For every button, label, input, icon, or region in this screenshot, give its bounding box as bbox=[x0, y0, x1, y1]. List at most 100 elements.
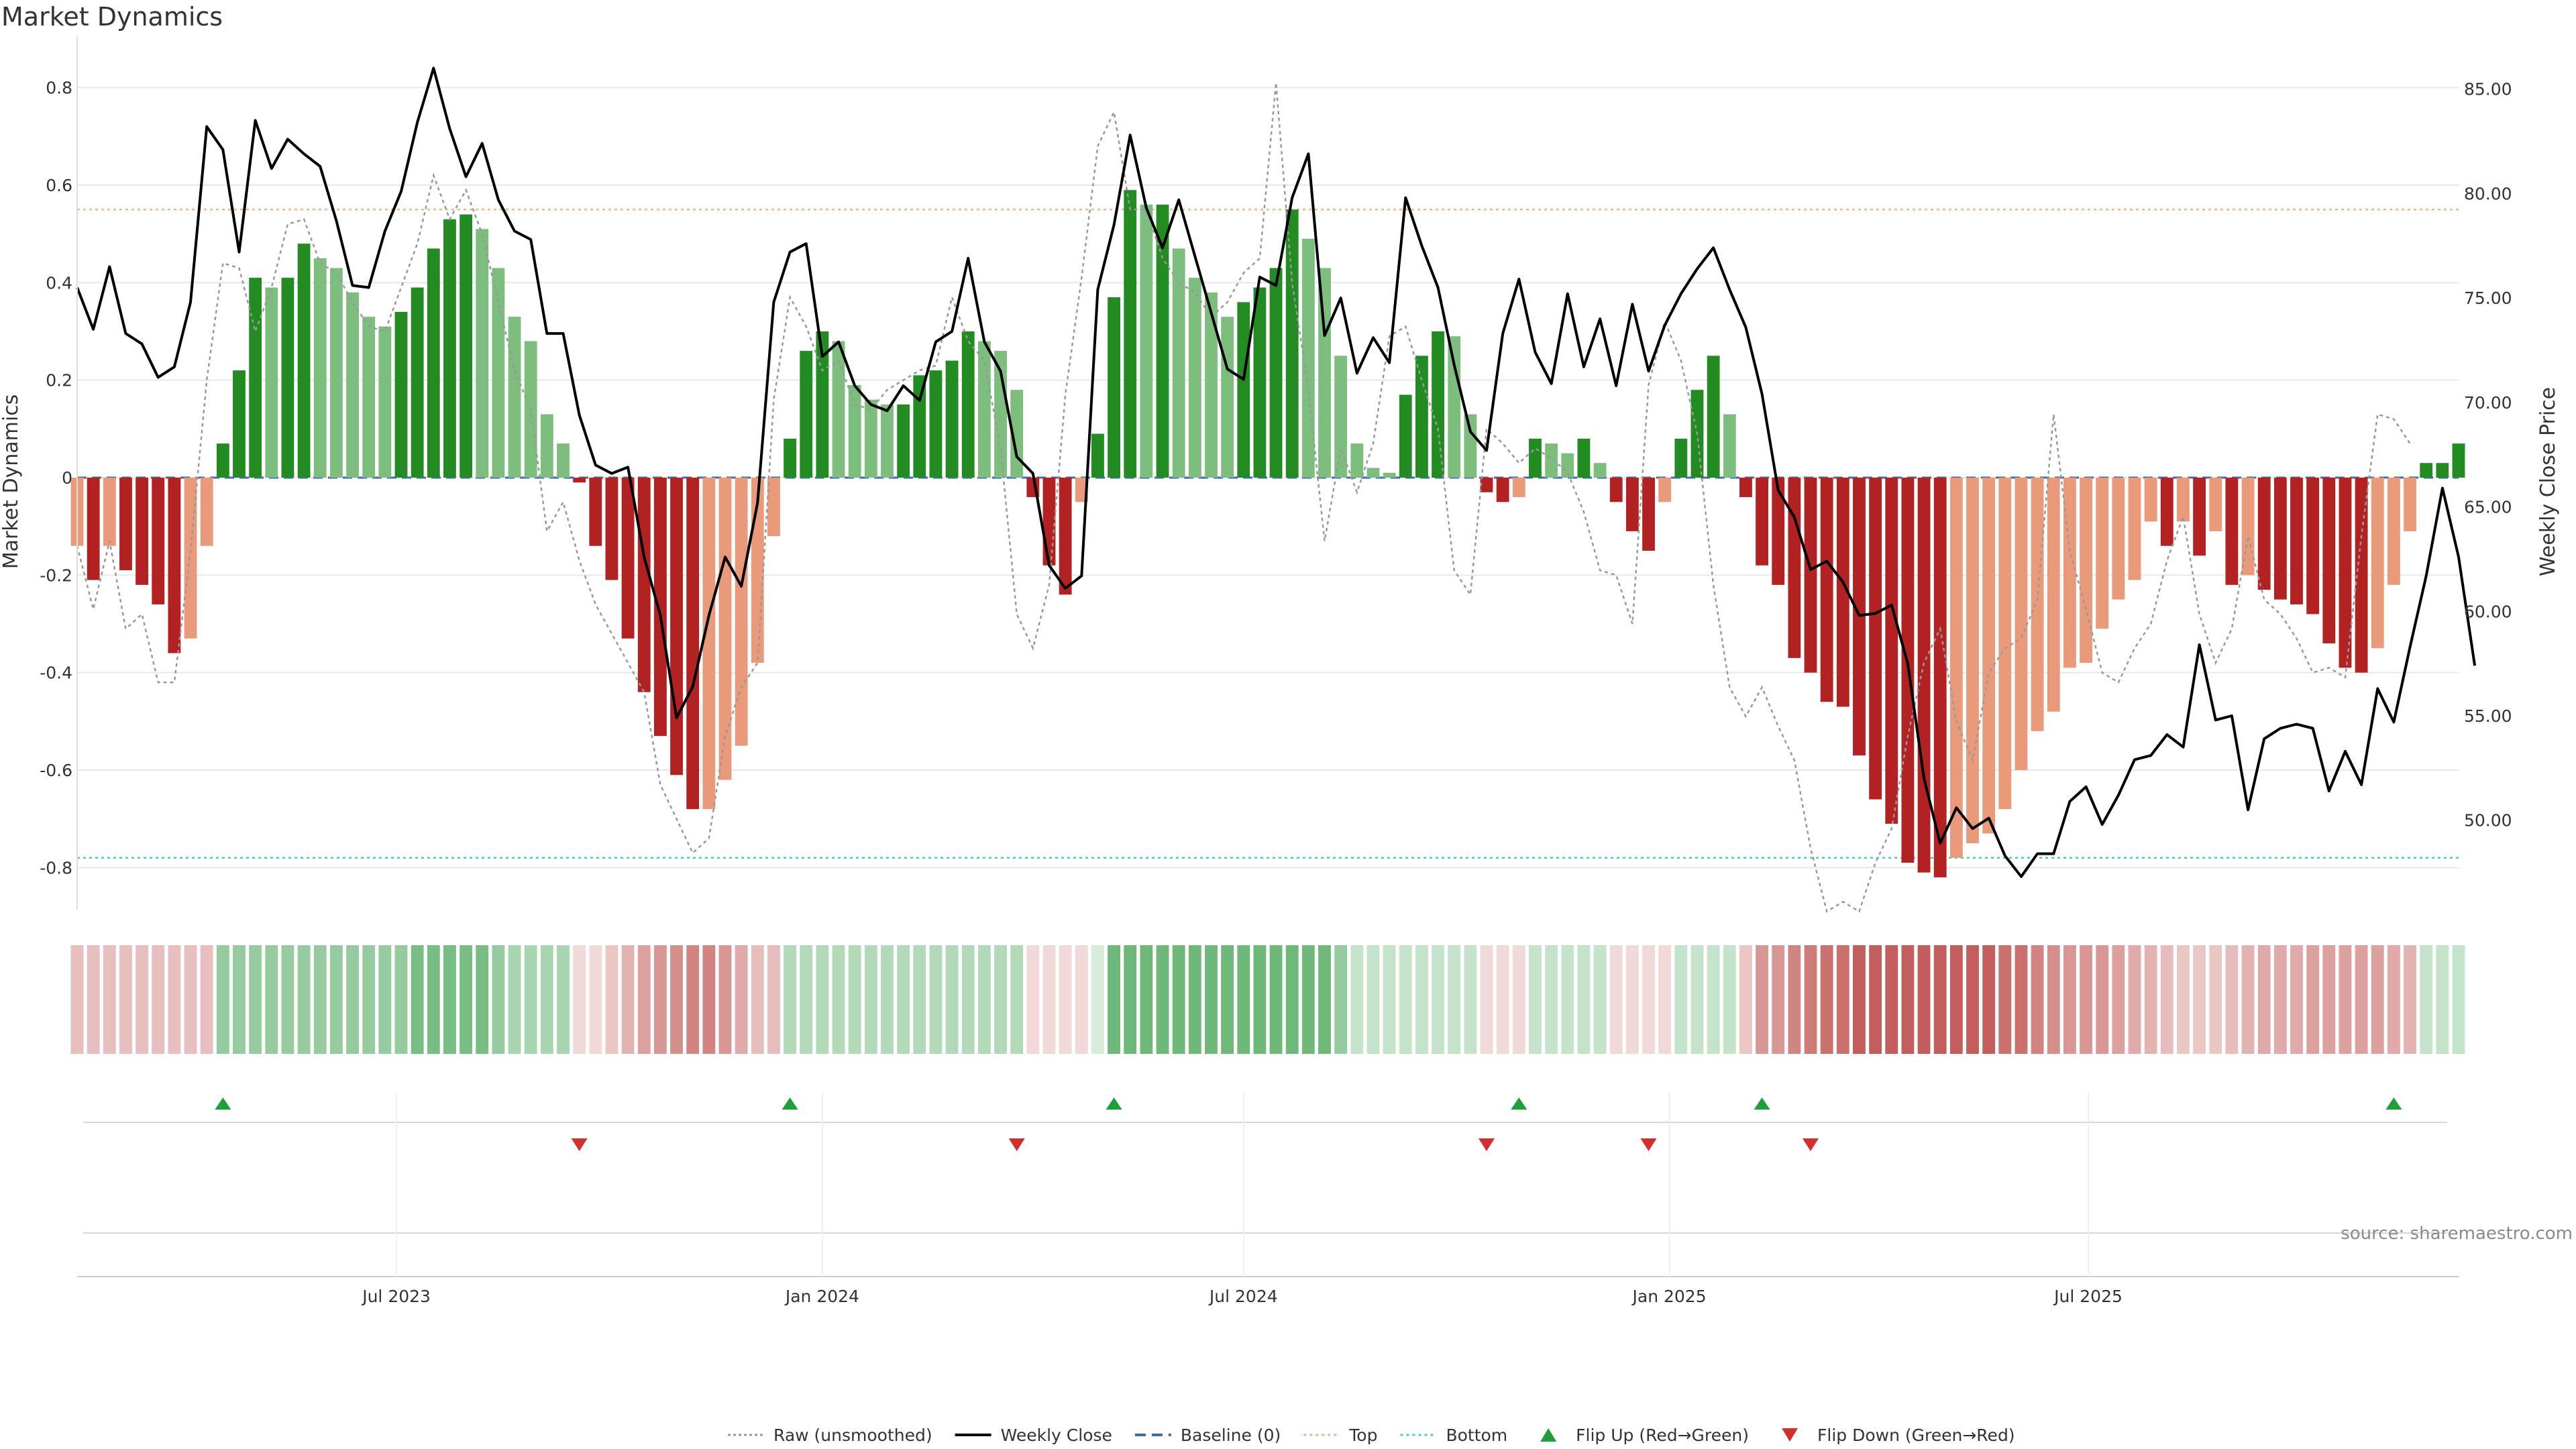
bar bbox=[864, 399, 877, 478]
regime-cell bbox=[1820, 945, 1833, 1054]
bar bbox=[832, 341, 845, 478]
bar bbox=[2306, 478, 2320, 614]
bar bbox=[2031, 478, 2044, 731]
bar bbox=[735, 478, 748, 746]
regime-cell bbox=[637, 945, 651, 1054]
regime-cell bbox=[1723, 945, 1736, 1054]
regime-cell bbox=[265, 945, 278, 1054]
regime-cell bbox=[1285, 945, 1299, 1054]
bar bbox=[1949, 478, 1963, 858]
regime-cell bbox=[346, 945, 359, 1054]
regime-cell bbox=[1253, 945, 1267, 1054]
bar bbox=[1448, 336, 1461, 478]
bar bbox=[540, 414, 553, 478]
y-tick-label-right: 65.00 bbox=[2464, 498, 2512, 517]
y-tick-label-left: 0 bbox=[62, 468, 72, 488]
bar bbox=[1756, 478, 1768, 566]
regime-cell bbox=[329, 945, 343, 1054]
bar bbox=[1172, 248, 1185, 478]
bar bbox=[1658, 478, 1672, 502]
bar bbox=[573, 478, 586, 483]
regime-cell bbox=[2160, 945, 2174, 1054]
regime-cell bbox=[378, 945, 392, 1054]
regime-cell bbox=[1318, 945, 1331, 1054]
bar bbox=[2257, 478, 2271, 590]
regime-cell bbox=[573, 945, 586, 1054]
regime-cell bbox=[1577, 945, 1591, 1054]
bar bbox=[1496, 478, 1509, 502]
legend-swatch bbox=[1782, 1428, 1799, 1442]
bar bbox=[1917, 478, 1931, 873]
bar bbox=[1383, 472, 1396, 478]
regime-cell bbox=[1432, 945, 1444, 1054]
bar bbox=[1221, 317, 1234, 478]
source-note: source: sharemaestro.com bbox=[2341, 1224, 2573, 1244]
y-tick-label-left: 0.6 bbox=[46, 176, 72, 195]
regime-cell bbox=[1464, 945, 1477, 1054]
regime-cell bbox=[735, 945, 748, 1054]
flip-down-marker bbox=[571, 1138, 588, 1151]
regime-cell bbox=[2063, 945, 2076, 1054]
bar bbox=[1108, 297, 1120, 478]
x-tick-label: Jan 2025 bbox=[1631, 1287, 1707, 1306]
bar bbox=[848, 384, 861, 478]
bar bbox=[411, 287, 424, 478]
regime-cell bbox=[1172, 945, 1185, 1054]
regime-cell bbox=[2387, 945, 2400, 1054]
bar bbox=[460, 214, 473, 478]
bar bbox=[2436, 463, 2449, 478]
regime-cell bbox=[1383, 945, 1396, 1054]
regime-cell bbox=[216, 945, 229, 1054]
bar bbox=[443, 219, 456, 478]
y-tick-label-left: -0.2 bbox=[40, 566, 72, 585]
regime-cell bbox=[1561, 945, 1574, 1054]
bar bbox=[557, 443, 570, 478]
bar bbox=[2160, 478, 2174, 546]
regime-cell bbox=[686, 945, 700, 1054]
x-tick-label: Jul 2024 bbox=[1208, 1287, 1278, 1306]
bar bbox=[670, 478, 683, 775]
bar bbox=[1512, 478, 1525, 498]
regime-cell bbox=[2371, 945, 2384, 1054]
bar bbox=[2047, 478, 2060, 712]
bar bbox=[168, 478, 181, 653]
legend-swatch bbox=[1540, 1428, 1557, 1442]
bar bbox=[1059, 478, 1072, 595]
bar bbox=[378, 326, 392, 478]
regime-cell bbox=[492, 945, 505, 1054]
bar bbox=[2063, 478, 2076, 668]
regime-cell bbox=[2193, 945, 2206, 1054]
bar bbox=[913, 375, 926, 478]
bar bbox=[362, 317, 376, 478]
regime-cell bbox=[1091, 945, 1104, 1054]
bar bbox=[184, 478, 197, 639]
regime-cell bbox=[1350, 945, 1364, 1054]
regime-cell bbox=[427, 945, 440, 1054]
bar bbox=[2371, 478, 2384, 649]
regime-cell bbox=[476, 945, 489, 1054]
bar bbox=[1933, 478, 1947, 877]
regime-cell bbox=[2452, 945, 2465, 1054]
bar bbox=[2339, 478, 2352, 668]
bar bbox=[136, 478, 149, 585]
bar bbox=[2080, 478, 2092, 663]
regime-cell bbox=[1529, 945, 1542, 1054]
bar bbox=[1334, 356, 1348, 478]
legend-item: Top bbox=[1303, 1426, 1377, 1445]
regime-cell bbox=[1772, 945, 1785, 1054]
regime-cell bbox=[1301, 945, 1315, 1054]
regime-cell bbox=[1609, 945, 1623, 1054]
y-tick-label-right: 70.00 bbox=[2464, 393, 2512, 413]
regime-cell bbox=[2257, 945, 2271, 1054]
bar bbox=[2193, 478, 2206, 556]
regime-cell bbox=[897, 945, 910, 1054]
flip-down-marker bbox=[1640, 1138, 1657, 1151]
regime-cell bbox=[2225, 945, 2239, 1054]
bar bbox=[589, 478, 602, 546]
bar bbox=[1480, 478, 1493, 492]
bar bbox=[1253, 287, 1267, 478]
regime-cell bbox=[2404, 945, 2416, 1054]
regime-cell bbox=[1658, 945, 1672, 1054]
bar bbox=[1625, 478, 1639, 531]
